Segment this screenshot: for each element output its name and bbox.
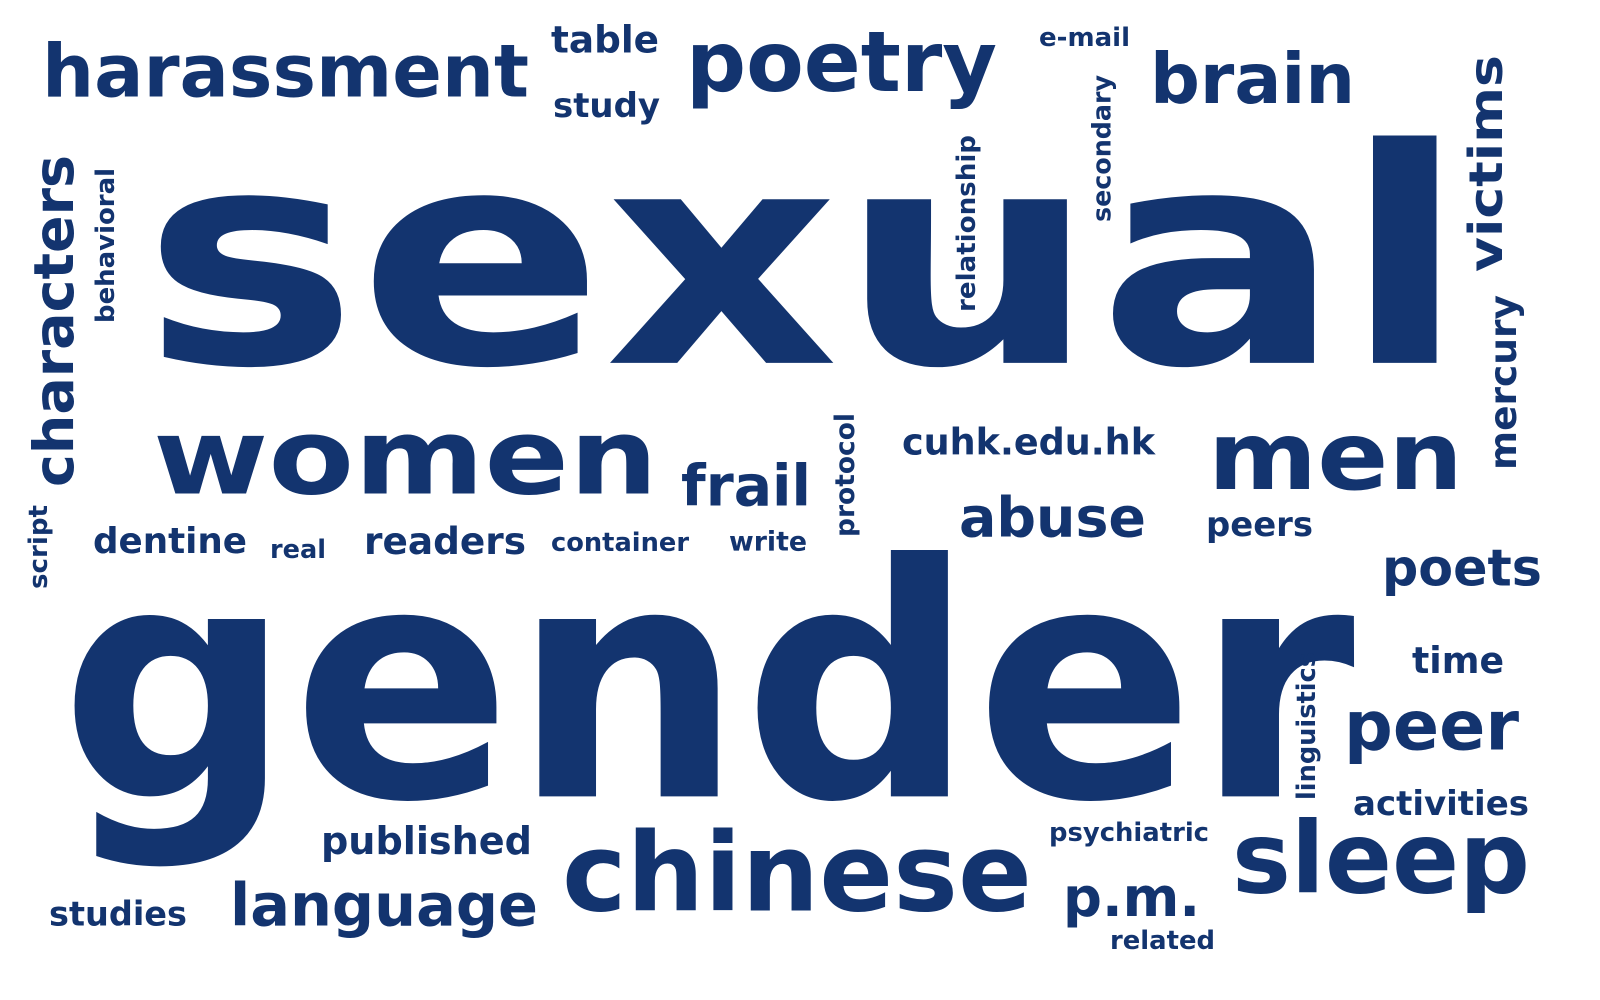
word-cuhk-edu-hk: cuhk.edu.hk bbox=[902, 420, 1155, 464]
word-study: study bbox=[553, 87, 660, 127]
word-men: men bbox=[1208, 401, 1463, 512]
word-studies: studies bbox=[49, 894, 187, 934]
word-protocol: protocol bbox=[829, 413, 861, 537]
word-behavioral: behavioral bbox=[91, 168, 122, 323]
word-women: women bbox=[153, 396, 658, 519]
word-psychiatric: psychiatric bbox=[1049, 818, 1209, 849]
word-secondary: secondary bbox=[1086, 75, 1117, 222]
word-write: write bbox=[729, 526, 807, 558]
word-harassment: harassment bbox=[42, 29, 529, 115]
word-peers: peers bbox=[1206, 505, 1313, 545]
word-language: language bbox=[230, 870, 538, 940]
word-related: related bbox=[1110, 926, 1215, 957]
word-victims: victims bbox=[1458, 54, 1513, 272]
word-time: time bbox=[1412, 638, 1504, 682]
word-sexual: sexual bbox=[142, 84, 1467, 434]
word-relationship: relationship bbox=[951, 135, 982, 312]
word-script: script bbox=[23, 505, 54, 589]
word-peer: peer bbox=[1344, 687, 1519, 767]
word-activities: activities bbox=[1353, 784, 1529, 824]
word-table: table bbox=[551, 17, 659, 62]
word-container: container bbox=[551, 528, 689, 559]
word-poetry: poetry bbox=[686, 13, 997, 112]
word-brain: brain bbox=[1150, 39, 1355, 121]
word-frail: frail bbox=[681, 453, 811, 520]
word-sleep: sleep bbox=[1232, 801, 1530, 917]
word-pm: p.m. bbox=[1063, 864, 1200, 929]
word-characters: characters bbox=[22, 155, 87, 487]
word-poets: poets bbox=[1382, 538, 1542, 598]
word-mercury: mercury bbox=[1481, 295, 1526, 470]
word-dentine: dentine bbox=[93, 521, 247, 563]
word-e-mail: e-mail bbox=[1039, 22, 1130, 53]
word-readers: readers bbox=[364, 518, 526, 563]
word-chinese: chinese bbox=[562, 809, 1032, 937]
word-real: real bbox=[270, 535, 326, 566]
word-published: published bbox=[321, 818, 532, 863]
word-abuse: abuse bbox=[959, 486, 1146, 551]
word-gender: gender bbox=[60, 496, 1355, 874]
word-linguistics: linguistics bbox=[1292, 652, 1323, 800]
